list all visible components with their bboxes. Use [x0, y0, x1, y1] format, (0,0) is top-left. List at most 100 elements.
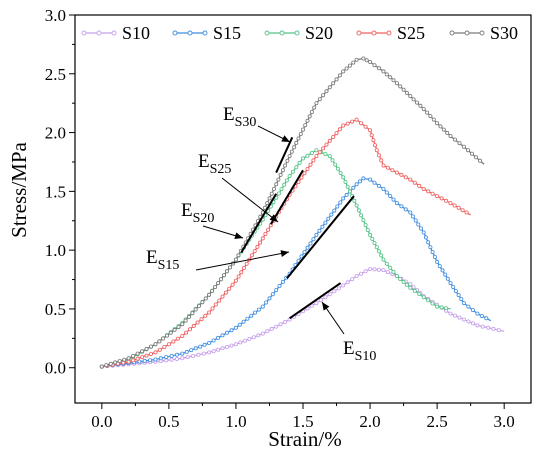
data-point — [361, 218, 366, 223]
data-point — [236, 253, 241, 258]
data-point — [399, 204, 404, 209]
data-point — [327, 292, 332, 297]
y-tick-label: 0.0 — [45, 359, 66, 378]
data-point — [317, 150, 322, 155]
data-point — [381, 163, 386, 168]
legend-marker — [479, 30, 485, 36]
annotation-e-s15: ES15 — [146, 247, 290, 273]
arrowhead — [281, 135, 290, 142]
leader-line — [195, 251, 290, 271]
data-point — [336, 286, 341, 291]
series-line — [101, 118, 471, 368]
data-point — [399, 172, 404, 177]
data-point — [309, 150, 314, 155]
data-point — [189, 348, 194, 353]
data-point — [180, 356, 185, 361]
data-point — [456, 205, 461, 210]
data-point — [211, 349, 216, 354]
data-point — [283, 163, 288, 168]
data-point — [274, 288, 279, 293]
data-point — [448, 134, 453, 139]
data-point — [479, 313, 484, 318]
data-point — [216, 281, 221, 286]
data-point — [394, 170, 399, 175]
data-point — [359, 213, 364, 218]
data-point — [320, 224, 325, 229]
legend-label: S25 — [397, 23, 425, 43]
data-point — [452, 137, 457, 142]
legend-marker — [386, 30, 392, 36]
data-point — [426, 189, 431, 194]
data-point — [144, 353, 149, 358]
tangent-s25 — [269, 169, 304, 225]
data-point — [452, 203, 457, 208]
data-point — [381, 186, 386, 191]
data-point — [126, 359, 131, 364]
data-point — [169, 357, 174, 362]
data-point — [271, 186, 276, 191]
data-point — [341, 175, 346, 180]
data-point — [318, 298, 323, 303]
data-point — [341, 69, 346, 74]
y-tick-label: 1.5 — [45, 182, 66, 201]
data-point — [269, 326, 274, 331]
data-point — [307, 114, 312, 119]
legend-label: S10 — [122, 23, 150, 43]
data-point — [148, 344, 153, 349]
data-point — [388, 265, 393, 270]
data-point — [287, 174, 292, 179]
legend-item-s15: S15 — [172, 23, 241, 43]
x-tick-label: 0.5 — [158, 412, 179, 431]
data-point — [317, 97, 322, 102]
legend-marker — [81, 30, 87, 36]
data-point — [330, 158, 335, 163]
data-point — [473, 155, 478, 160]
data-point — [421, 295, 426, 300]
data-point — [425, 110, 430, 115]
data-point — [477, 158, 482, 163]
data-point — [335, 204, 340, 209]
data-point — [174, 356, 179, 361]
series-s25 — [99, 117, 471, 369]
data-point — [230, 282, 235, 287]
legend-item-s25: S25 — [356, 23, 425, 43]
data-point — [148, 358, 153, 363]
data-point — [207, 350, 212, 355]
data-point — [412, 288, 417, 293]
data-point — [376, 249, 381, 254]
data-point — [364, 58, 369, 63]
data-point — [247, 336, 252, 341]
legend-marker — [96, 30, 102, 36]
data-point — [369, 133, 374, 138]
data-point — [398, 84, 403, 89]
data-point — [421, 230, 426, 235]
x-tick-label: 2.0 — [359, 412, 380, 431]
data-point — [227, 286, 232, 291]
data-point — [368, 266, 373, 271]
data-point — [241, 265, 246, 270]
data-point — [376, 267, 381, 272]
data-point — [126, 356, 131, 361]
data-point — [183, 318, 188, 323]
data-point — [351, 185, 356, 190]
data-point — [311, 237, 316, 242]
data-point — [309, 110, 314, 115]
data-point — [438, 124, 443, 129]
data-point — [169, 353, 174, 358]
data-point — [403, 175, 408, 180]
data-point — [308, 241, 313, 246]
data-point — [227, 265, 232, 270]
data-point — [233, 325, 238, 330]
data-point — [401, 279, 406, 284]
data-point — [314, 301, 319, 306]
data-point — [207, 292, 212, 297]
data-point — [361, 176, 366, 181]
data-point — [253, 310, 258, 315]
data-point — [198, 344, 203, 349]
data-point — [220, 346, 225, 351]
legend-marker — [464, 30, 470, 36]
data-point — [294, 165, 299, 170]
data-point — [148, 351, 153, 356]
data-point — [229, 343, 234, 348]
data-point — [285, 158, 290, 163]
